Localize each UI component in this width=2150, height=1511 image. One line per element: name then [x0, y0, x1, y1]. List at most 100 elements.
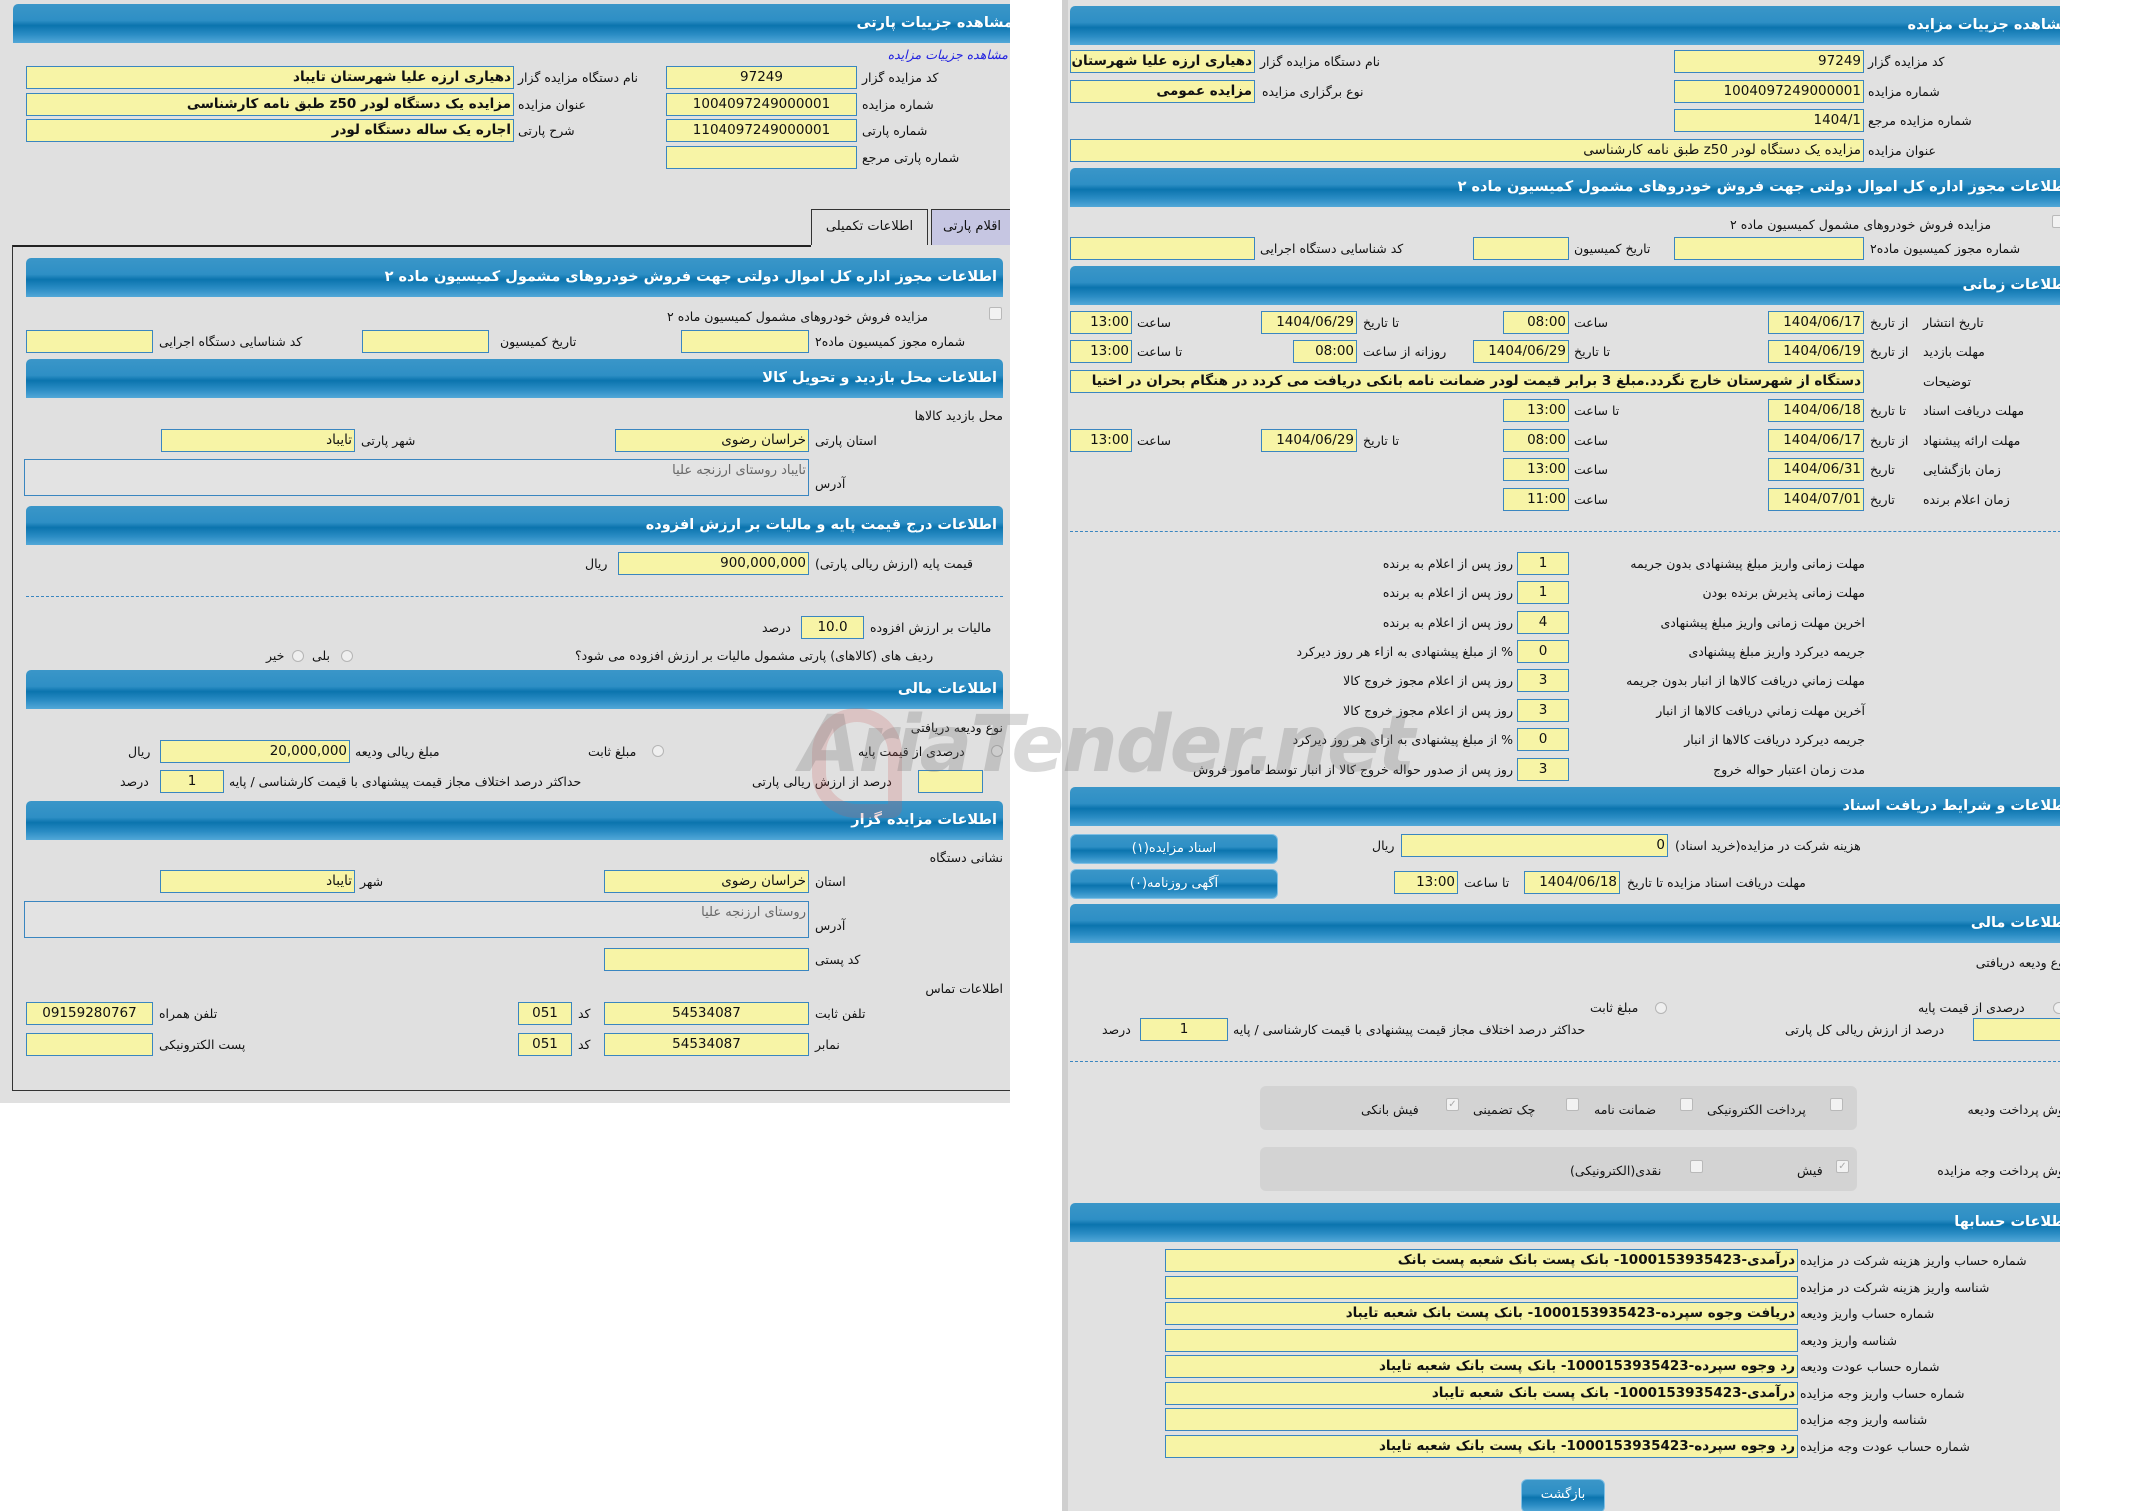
lot-city-field[interactable]: تایباد [161, 429, 355, 452]
publish-from-date[interactable]: 1404/06/17 [1768, 311, 1864, 334]
lot-province-field[interactable]: خراسان رضوی [615, 429, 809, 452]
winner-date[interactable]: 1404/07/01 [1768, 488, 1864, 511]
deposit-fixed-radio[interactable] [652, 745, 664, 757]
fax-area-code-field[interactable]: 051 [518, 1033, 572, 1056]
org-city-field[interactable]: تایباد [160, 870, 355, 893]
mobile-field[interactable]: 09159280767 [26, 1002, 153, 1025]
lot-address-field[interactable]: تایباد روستای ارزنجه علیا [24, 459, 809, 496]
postal-code-field[interactable] [604, 948, 809, 971]
vat-yes-radio[interactable] [341, 650, 353, 662]
tab-lot-items[interactable]: اقلام پارتی [931, 209, 1010, 245]
r-commission-checkbox[interactable] [2052, 215, 2060, 228]
newspaper-ads-button[interactable]: آگهی روزنامه(۰) [1070, 869, 1278, 899]
account-field[interactable]: درآمدی-1000153935423- بانک پست بانک شعبه… [1165, 1382, 1798, 1405]
visit-from-date[interactable]: 1404/06/19 [1768, 340, 1864, 363]
lot-reference-field[interactable] [666, 146, 857, 169]
account-field[interactable]: درآمدی-1000153935423- بانک پست بانک شعبه… [1165, 1249, 1798, 1272]
receipt-checkbox[interactable]: ✓ [1836, 1160, 1849, 1173]
participation-fee-field[interactable]: 0 [1401, 834, 1668, 857]
publish-to-date[interactable]: 1404/06/29 [1261, 311, 1357, 334]
commission-checkbox[interactable] [989, 307, 1002, 320]
deposit-amount-field[interactable]: 20,000,000 [160, 740, 350, 763]
bank-receipt-checkbox[interactable]: ✓ [1446, 1098, 1459, 1111]
guarantee-letter-checkbox[interactable] [1680, 1098, 1693, 1111]
r-auctioneer-code-field[interactable]: 97249 [1674, 50, 1864, 73]
deadline-value[interactable]: 0 [1517, 728, 1569, 751]
org-id-field[interactable] [26, 330, 153, 353]
visit-daily-to-time[interactable]: 13:00 [1070, 340, 1132, 363]
r-org-id-field[interactable] [1070, 237, 1255, 260]
r-auction-title-field[interactable]: مزایده یک دستگاه لودر z50 طبق نامه کارشن… [1070, 139, 1864, 162]
org-address-field[interactable]: روستای ارزنجه علیا [24, 901, 809, 938]
visit-to-date[interactable]: 1404/06/29 [1473, 340, 1569, 363]
publish-to-time[interactable]: 13:00 [1070, 311, 1132, 334]
permit-number-field[interactable] [681, 330, 809, 353]
guarantee-letter-label: ضمانت نامه [1594, 1102, 1657, 1117]
vat-field[interactable]: 10.0 [801, 616, 864, 639]
docs-to-time[interactable]: 13:00 [1503, 399, 1569, 422]
tab-additional-info[interactable]: اطلاعات تکمیلی [811, 209, 928, 245]
lot-description-field[interactable]: اجاره یک ساله دستگاه لودر [26, 119, 514, 142]
electronic-payment-checkbox[interactable] [1830, 1098, 1843, 1111]
account-field[interactable]: رد وجوه سپرده-1000153935423- بانک پست با… [1165, 1435, 1798, 1458]
notes-field[interactable]: دستگاه از شهرستان خارج نگردد.مبلغ 3 براب… [1070, 370, 1864, 393]
phone-area-code-field[interactable]: 051 [518, 1002, 572, 1025]
deadline-value[interactable]: 3 [1517, 699, 1569, 722]
opening-date[interactable]: 1404/06/31 [1768, 458, 1864, 481]
fax-field[interactable]: 54534087 [604, 1033, 809, 1056]
account-field[interactable] [1165, 1329, 1798, 1352]
opening-time[interactable]: 13:00 [1503, 458, 1569, 481]
back-button[interactable]: بازگشت [1521, 1479, 1605, 1511]
deadline-value[interactable]: 1 [1517, 581, 1569, 604]
deadline-value[interactable]: 3 [1517, 758, 1569, 781]
accounts-section-header: اطلاعات حسابها [1070, 1203, 2060, 1242]
r-commission-date-field[interactable] [1473, 237, 1569, 260]
divider [26, 596, 1003, 597]
max-diff-field[interactable]: 1 [160, 770, 224, 793]
deadline-value[interactable]: 0 [1517, 640, 1569, 663]
account-field[interactable] [1165, 1276, 1798, 1299]
offer-from-date[interactable]: 1404/06/17 [1768, 429, 1864, 452]
offer-to-date[interactable]: 1404/06/29 [1261, 429, 1357, 452]
account-field[interactable]: رد وجوه سپرده-1000153935423- بانک پست با… [1165, 1355, 1798, 1378]
docs-deadline-time-field[interactable]: 13:00 [1394, 871, 1458, 894]
vat-no-radio[interactable] [292, 650, 304, 662]
offer-from-time[interactable]: 08:00 [1503, 429, 1569, 452]
cash-electronic-checkbox[interactable] [1690, 1160, 1703, 1173]
email-field[interactable] [26, 1033, 153, 1056]
certified-check-checkbox[interactable] [1566, 1098, 1579, 1111]
visit-daily-from-time[interactable]: 08:00 [1293, 340, 1357, 363]
deadline-value[interactable]: 4 [1517, 611, 1569, 634]
r-percent-of-value-field[interactable] [1973, 1018, 2060, 1041]
deposit-percent-radio[interactable] [991, 745, 1003, 757]
auction-type-field[interactable]: مزایده عمومی [1070, 80, 1255, 103]
r-deposit-percent-radio[interactable] [2053, 1002, 2060, 1014]
auction-details-link[interactable]: مشاهده جزییات مزایده [887, 47, 1008, 62]
r-deposit-fixed-radio[interactable] [1655, 1002, 1667, 1014]
lot-number-field[interactable]: 1104097249000001 [666, 119, 857, 142]
auctioneer-org-field[interactable]: دهیاری ارزه علیا شهرستان تایباد [26, 66, 514, 89]
account-field[interactable]: دریافت وجوه سپرده-1000153935423- بانک پس… [1165, 1302, 1798, 1325]
auction-title-field[interactable]: مزایده یک دستگاه لودر z50 طبق نامه کارشن… [26, 93, 514, 116]
account-field[interactable] [1165, 1408, 1798, 1431]
deadline-value[interactable]: 1 [1517, 552, 1569, 575]
r-auction-number-field[interactable]: 1004097249000001 [1674, 80, 1864, 103]
r-permit-number-field[interactable] [1674, 237, 1864, 260]
docs-to-date[interactable]: 1404/06/18 [1768, 399, 1864, 422]
docs-deadline-date-field[interactable]: 1404/06/18 [1524, 871, 1620, 894]
r-auctioneer-org-field[interactable]: دهیاری ارزه علیا شهرستان تایباد [1070, 50, 1255, 73]
publish-from-time[interactable]: 08:00 [1503, 311, 1569, 334]
auctioneer-code-field[interactable]: 97249 [666, 66, 857, 89]
winner-time[interactable]: 11:00 [1503, 488, 1569, 511]
commission-date-field[interactable] [362, 330, 489, 353]
r-max-diff-field[interactable]: 1 [1140, 1018, 1228, 1041]
deadline-value[interactable]: 3 [1517, 669, 1569, 692]
auction-number-field[interactable]: 1004097249000001 [666, 93, 857, 116]
offer-to-time[interactable]: 13:00 [1070, 429, 1132, 452]
org-province-field[interactable]: خراسان رضوی [604, 870, 809, 893]
phone-field[interactable]: 54534087 [604, 1002, 809, 1025]
auction-reference-field[interactable]: 1404/1 [1674, 109, 1864, 132]
auction-documents-button[interactable]: اسناد مزایده(۱) [1070, 834, 1278, 864]
base-price-field[interactable]: 900,000,000 [618, 552, 809, 575]
percent-of-value-field[interactable] [918, 770, 983, 793]
